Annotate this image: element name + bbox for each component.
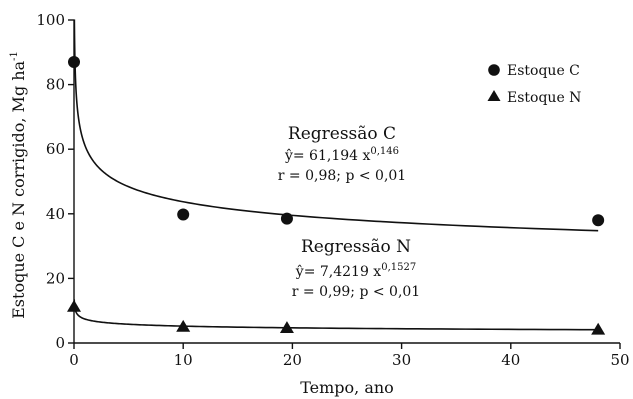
annotation-n-equation: ŷ= 7,4219 x0,1527 bbox=[295, 262, 416, 280]
point-estoque-n bbox=[67, 299, 81, 312]
y-axis-title-main: Estoque C e N corrigido, Mg ha bbox=[9, 60, 28, 318]
y-tick-label: 40 bbox=[46, 205, 65, 223]
legend-label-estoque-n: Estoque N bbox=[507, 90, 581, 106]
legend-marker-estoque-c bbox=[488, 64, 500, 76]
y-tick-label: 20 bbox=[46, 269, 65, 287]
annotation-n-equation-main: ŷ= 7,4219 x bbox=[295, 263, 382, 280]
x-tick-label: 10 bbox=[174, 351, 193, 369]
y-tick-label: 100 bbox=[36, 11, 65, 29]
x-ticks: 0 10 20 30 40 50 bbox=[69, 343, 630, 369]
point-estoque-c bbox=[592, 214, 605, 227]
y-ticks: 0 20 40 60 80 100 bbox=[36, 11, 74, 352]
legend: Estoque C Estoque N bbox=[487, 63, 581, 106]
point-estoque-c bbox=[177, 208, 190, 221]
legend-marker-estoque-n bbox=[487, 90, 501, 101]
point-estoque-n bbox=[591, 322, 606, 335]
legend-label-estoque-c: Estoque C bbox=[507, 63, 580, 79]
regression-curve-n bbox=[73, 299, 599, 331]
x-tick-label: 50 bbox=[610, 351, 629, 369]
y-tick-label: 80 bbox=[46, 76, 65, 94]
regression-curve-c bbox=[73, 19, 599, 232]
x-tick-label: 0 bbox=[69, 351, 79, 369]
point-estoque-c bbox=[68, 55, 80, 68]
y-axis-title: Estoque C e N corrigido, Mg ha-1 bbox=[9, 51, 28, 319]
annotation-c-title: Regressão C bbox=[288, 124, 396, 144]
point-estoque-n bbox=[176, 319, 191, 332]
y-tick-label: 60 bbox=[46, 140, 65, 158]
annotation-c-stats: r = 0,98; p < 0,01 bbox=[278, 168, 406, 184]
annotation-c-equation: ŷ= 61,194 x0,146 bbox=[284, 146, 399, 164]
x-tick-label: 30 bbox=[392, 351, 411, 369]
annotation-n-equation-exponent: 0,1527 bbox=[381, 262, 416, 273]
x-tick-label: 40 bbox=[501, 351, 520, 369]
annotation-regression-c: Regressão C ŷ= 61,194 x0,146 r = 0,98; p… bbox=[278, 124, 406, 184]
point-estoque-n bbox=[279, 321, 294, 334]
data-points bbox=[67, 55, 606, 335]
x-axis-title: Tempo, ano bbox=[300, 378, 394, 397]
y-tick-label: 0 bbox=[55, 334, 65, 352]
x-tick-label: 20 bbox=[283, 351, 302, 369]
point-estoque-c bbox=[280, 212, 293, 225]
annotation-n-stats: r = 0,99; p < 0,01 bbox=[292, 284, 420, 300]
y-axis-title-sup: -1 bbox=[9, 51, 20, 61]
axes bbox=[73, 20, 620, 344]
annotation-n-title: Regressão N bbox=[301, 237, 411, 257]
annotation-c-equation-main: ŷ= 61,194 x bbox=[284, 147, 371, 164]
annotation-c-equation-exponent: 0,146 bbox=[370, 146, 399, 157]
annotation-regression-n: Regressão N ŷ= 7,4219 x0,1527 r = 0,99; … bbox=[292, 237, 420, 300]
